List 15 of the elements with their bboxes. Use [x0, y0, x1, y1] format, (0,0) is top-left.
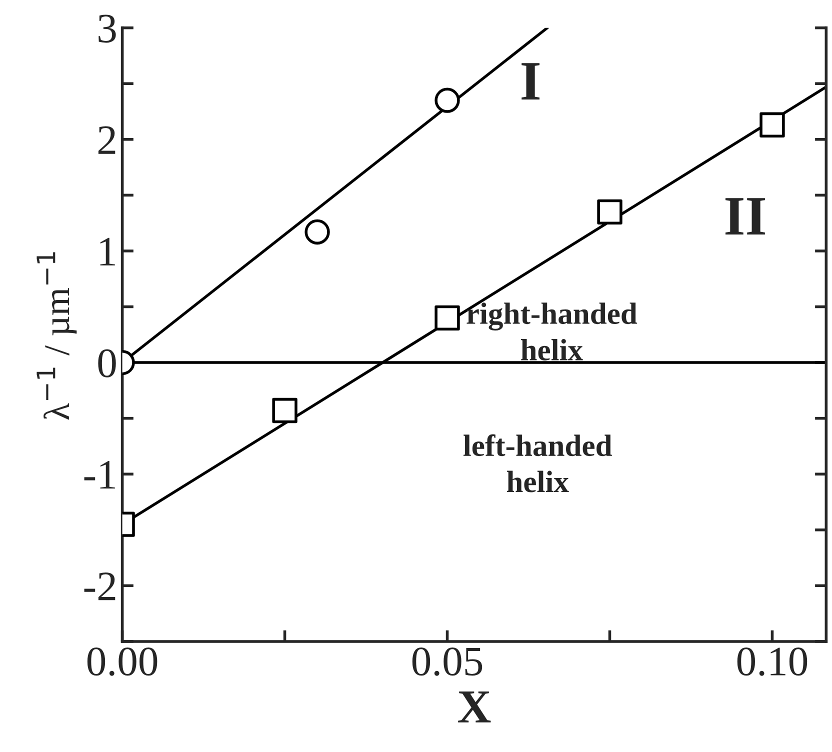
y-tick-label: -1 [84, 461, 115, 489]
annotation: left-handed helix [463, 434, 612, 492]
y-tick-label: -2 [84, 572, 116, 600]
y-axis-title: λ$^{−1}$ / µm$^{−1}$ [36, 252, 77, 420]
y-tick-label: 0 [98, 349, 116, 378]
annotation: II [725, 198, 765, 234]
y-tick-label: 3 [98, 14, 116, 43]
x-axis-title: X [458, 692, 491, 722]
y-tick-label: 2 [98, 126, 116, 154]
annotation: right-handed helix [466, 302, 638, 360]
annotation: I [522, 63, 540, 100]
x-tick-label: 0.05 [412, 648, 482, 676]
x-tick-label: 0.00 [87, 648, 158, 676]
y-tick-label: 1 [100, 238, 115, 266]
x-tick-label: 0.10 [737, 648, 808, 676]
